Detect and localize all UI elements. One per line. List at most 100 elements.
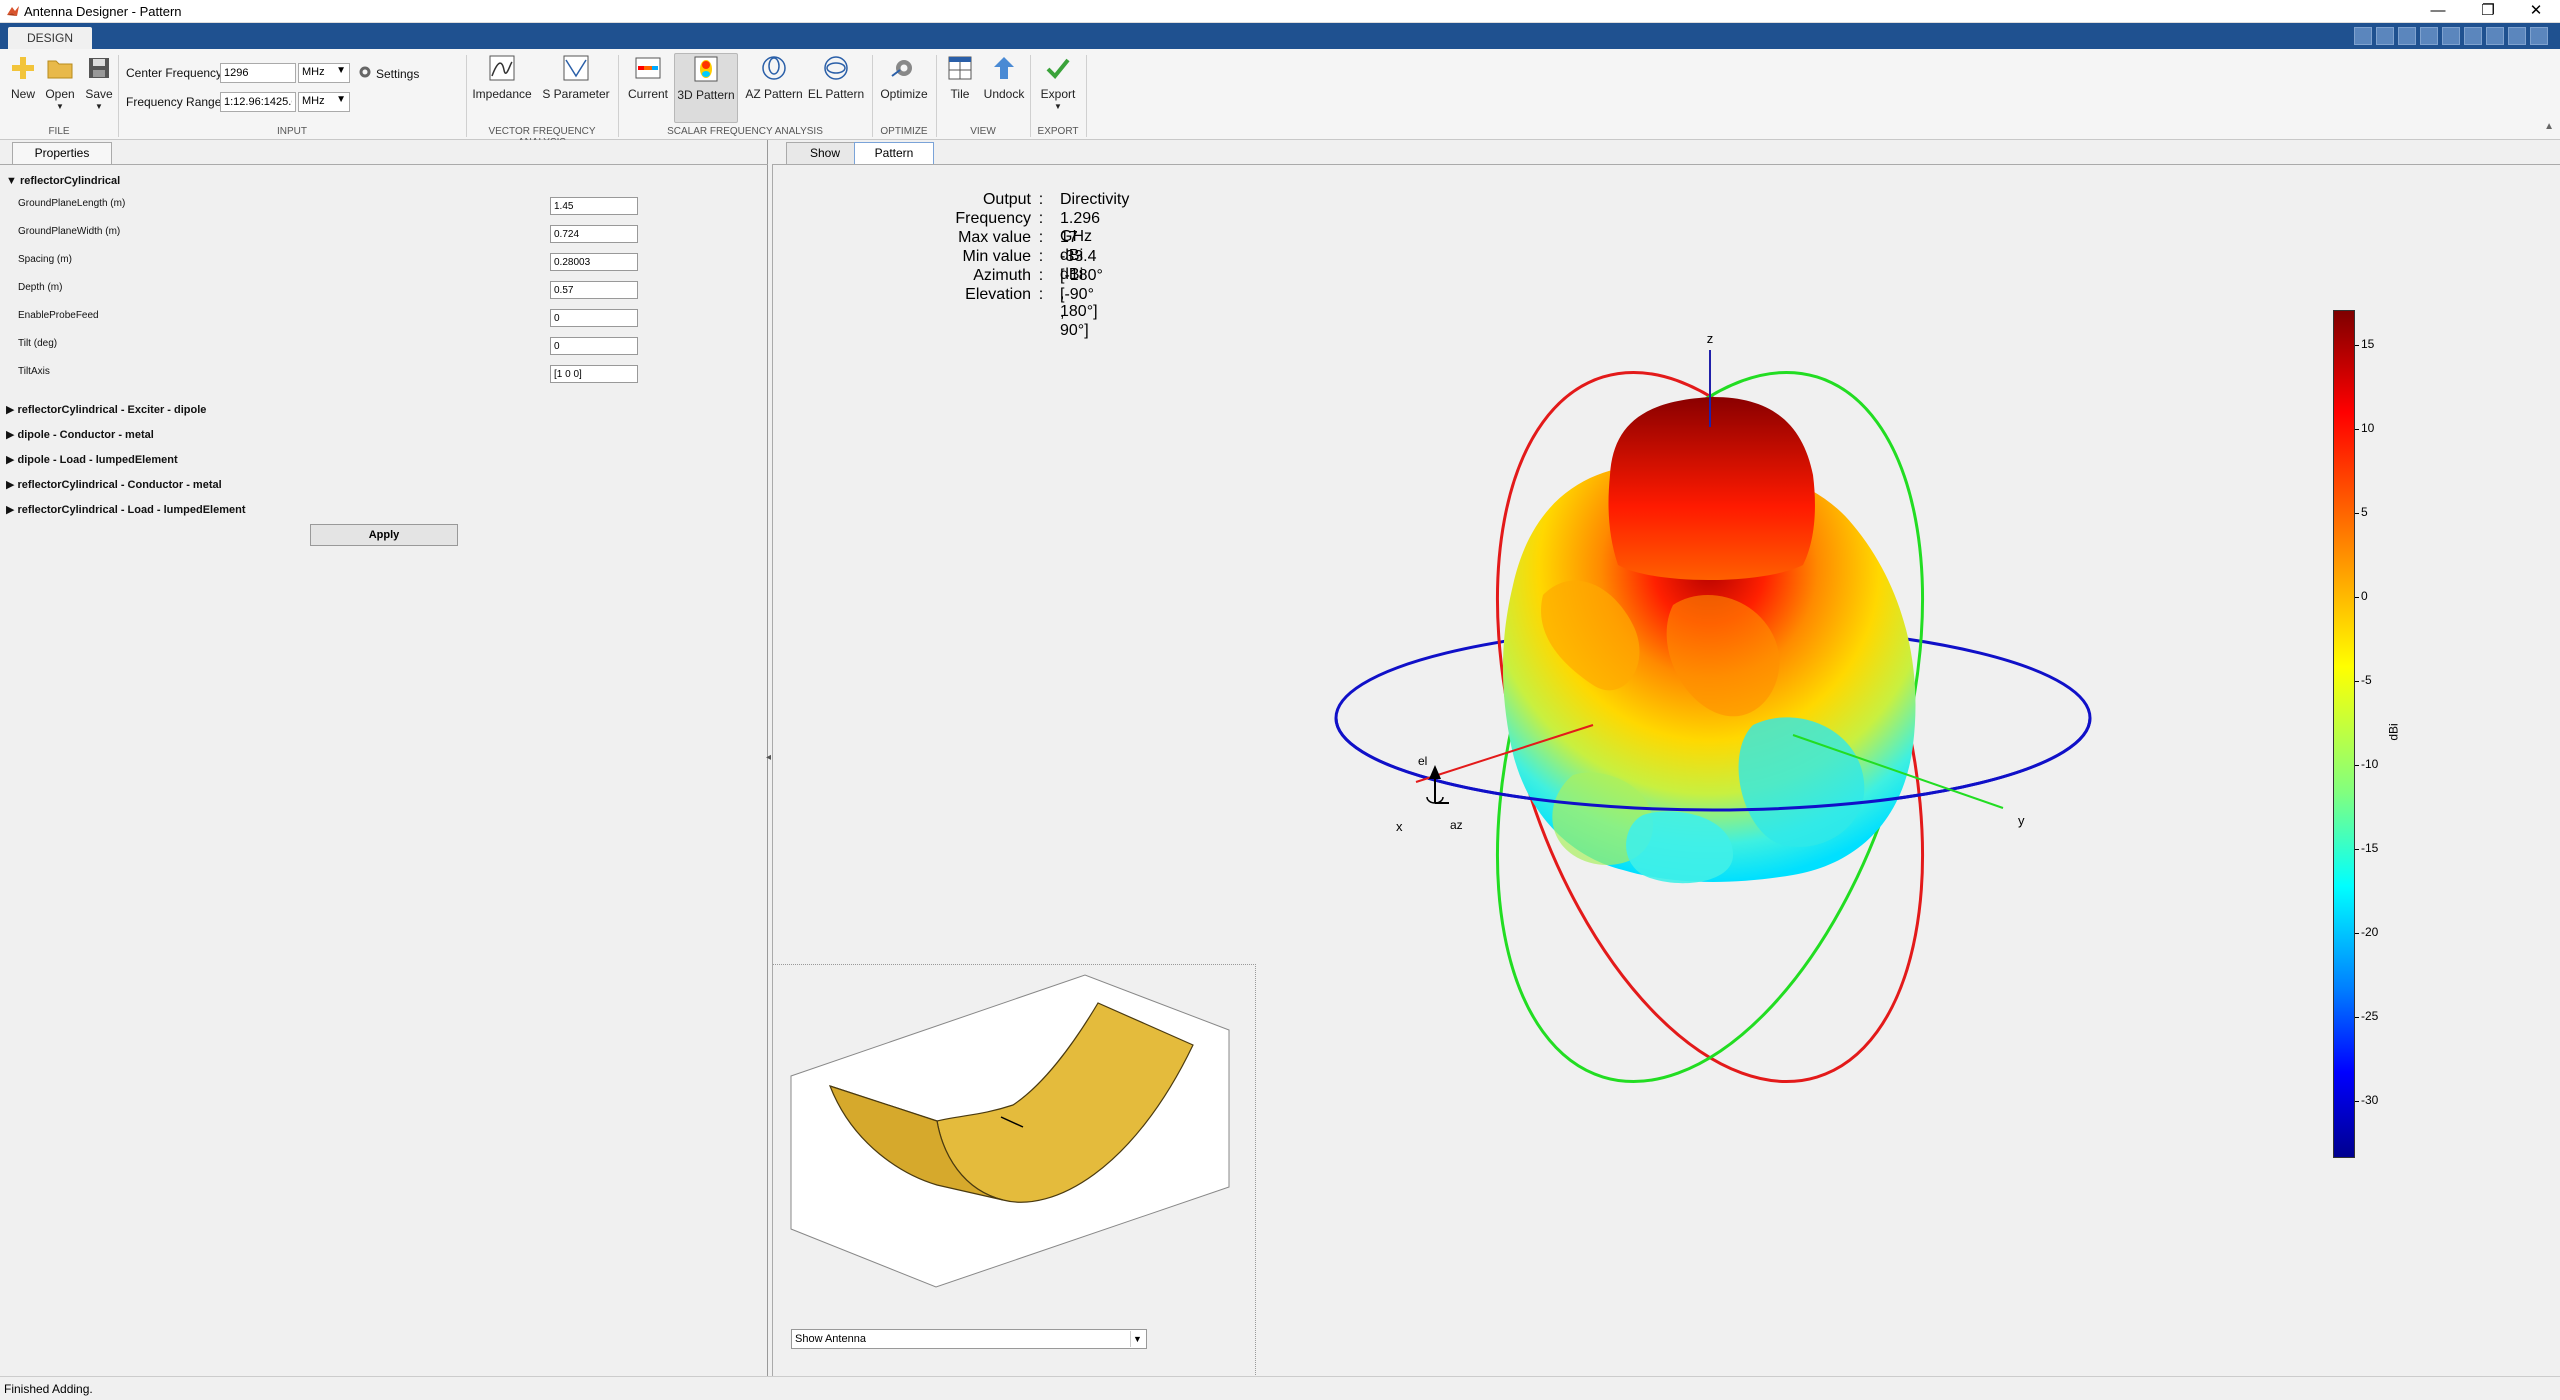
- prop-label-tilt: Tilt (deg): [18, 338, 58, 349]
- main-beam-lobe: [1608, 397, 1815, 580]
- open-dropdown-icon[interactable]: ▼: [56, 102, 64, 111]
- depth-input[interactable]: [550, 281, 638, 299]
- el-arrow-head: [1429, 765, 1441, 779]
- colorbar-tick-mark: [2355, 429, 2359, 430]
- antenna-geometry-view[interactable]: [773, 965, 1256, 1315]
- s-parameter-plot-icon: [563, 55, 589, 81]
- quick-cut-icon[interactable]: [2376, 27, 2394, 45]
- gear-icon[interactable]: [358, 65, 372, 79]
- optimize-button[interactable]: Optimize: [876, 53, 932, 101]
- show-antenna-select[interactable]: Show Antenna ▼: [791, 1329, 1147, 1349]
- close-button[interactable]: ✕: [2529, 2, 2543, 19]
- collapsed-triangle-icon: ▶: [6, 404, 18, 416]
- quick-save-icon[interactable]: [2354, 27, 2372, 45]
- tilt-input[interactable]: [550, 337, 638, 355]
- export-dropdown-icon[interactable]: ▼: [1054, 102, 1062, 111]
- export-button-label: Export: [1040, 87, 1076, 101]
- colorbar-tick-label: -10: [2361, 757, 2379, 771]
- tab-show[interactable]: Show: [786, 142, 864, 164]
- frequency-range-unit-select[interactable]: MHz ▼: [298, 92, 350, 112]
- properties-list: ▼ reflectorCylindrical GroundPlaneLength…: [0, 164, 768, 1376]
- az-pattern-icon: [762, 56, 786, 80]
- section-reflector-conductor[interactable]: ▶ reflectorCylindrical - Conductor - met…: [6, 478, 222, 491]
- folder-icon: [47, 60, 73, 79]
- el-pattern-button[interactable]: EL Pattern: [806, 53, 866, 101]
- 3d-pattern-plot[interactable]: z x y el az: [773, 165, 2273, 1165]
- section-reflector-load[interactable]: ▶ reflectorCylindrical - Load - lumpedEl…: [6, 503, 246, 516]
- tile-button[interactable]: Tile: [942, 53, 978, 101]
- spacing-input[interactable]: [550, 253, 638, 271]
- az-pattern-button[interactable]: AZ Pattern: [742, 53, 806, 101]
- section-dipole-conductor[interactable]: ▶ dipole - Conductor - metal: [6, 428, 154, 441]
- y-axis-line: [1792, 734, 2004, 809]
- info-separator: :: [1038, 191, 1044, 208]
- info-value: 1.296 GHz: [1060, 210, 1101, 245]
- undock-arrow-icon: [994, 57, 1014, 79]
- tab-pattern[interactable]: Pattern: [854, 142, 934, 164]
- section-dipole-load[interactable]: ▶ dipole - Load - lumpedElement: [6, 453, 178, 466]
- section-reflector-cylindrical[interactable]: ▼ reflectorCylindrical: [6, 175, 120, 187]
- tab-properties[interactable]: Properties: [12, 142, 112, 164]
- colorbar-tick-label: 15: [2361, 337, 2375, 351]
- current-plot-icon: [635, 57, 661, 79]
- splitter-handle-icon[interactable]: ◂: [765, 752, 771, 763]
- checkmark-icon: [1046, 58, 1070, 79]
- status-text: Finished Adding.: [4, 1382, 93, 1396]
- quick-access-toolbar: [2354, 27, 2548, 45]
- quick-redo-icon[interactable]: [2464, 27, 2482, 45]
- s-parameter-button[interactable]: S Parameter: [540, 53, 612, 101]
- collapsed-triangle-icon: ▶: [6, 429, 18, 441]
- open-button-label: Open: [45, 87, 75, 101]
- colorbar-tick-mark: [2355, 513, 2359, 514]
- expanded-triangle-icon: ▼: [6, 175, 20, 187]
- settings-label[interactable]: Settings: [376, 67, 420, 81]
- chevron-down-icon: ▼: [336, 94, 346, 105]
- quick-help-icon[interactable]: [2508, 27, 2526, 45]
- new-plus-icon: [12, 57, 34, 79]
- save-dropdown-icon[interactable]: ▼: [95, 102, 103, 111]
- ribbon-tab-strip: DESIGN: [0, 23, 2560, 49]
- ground-plane-length-input[interactable]: [550, 197, 638, 215]
- chevron-down-icon: ▼: [1130, 1331, 1144, 1347]
- center-frequency-label: Center Frequency: [126, 66, 223, 80]
- restore-button[interactable]: ❐: [2481, 2, 2495, 19]
- center-frequency-input[interactable]: [220, 63, 296, 83]
- impedance-button[interactable]: Impedance: [470, 53, 534, 101]
- el-label: el: [1418, 754, 1427, 768]
- x-axis-label: x: [1396, 819, 1403, 834]
- quick-undo-icon[interactable]: [2442, 27, 2460, 45]
- undock-button[interactable]: Undock: [982, 53, 1026, 101]
- colorbar-tick-label: -25: [2361, 1009, 2379, 1023]
- ribbon: New Open ▼ Save ▼ FILE Center Frequency …: [0, 49, 2560, 148]
- current-button[interactable]: Current: [624, 53, 672, 101]
- range-unit-value: MHz: [302, 95, 325, 107]
- colorbar-tick-label: 10: [2361, 421, 2375, 435]
- collapse-ribbon-icon[interactable]: ▲: [2544, 121, 2554, 132]
- open-button[interactable]: Open ▼: [44, 53, 76, 111]
- quick-expand-icon[interactable]: [2530, 27, 2548, 45]
- section-title: reflectorCylindrical: [19, 175, 121, 187]
- quick-layout-icon[interactable]: [2486, 27, 2504, 45]
- enable-probe-feed-input[interactable]: [550, 309, 638, 327]
- frequency-range-input[interactable]: [220, 92, 296, 112]
- export-button[interactable]: Export ▼: [1036, 53, 1080, 111]
- ground-plane-width-input[interactable]: [550, 225, 638, 243]
- colorbar-tick-label: -5: [2361, 673, 2372, 687]
- center-frequency-unit-select[interactable]: MHz ▼: [298, 63, 350, 83]
- colorbar-unit-label: dBi: [2386, 723, 2401, 741]
- tilt-axis-input[interactable]: [550, 365, 638, 383]
- apply-button[interactable]: Apply: [310, 524, 458, 546]
- minimize-button[interactable]: —: [2430, 2, 2446, 19]
- section-exciter-dipole[interactable]: ▶ reflectorCylindrical - Exciter - dipol…: [6, 403, 206, 416]
- quick-copy-icon[interactable]: [2398, 27, 2416, 45]
- quick-paste-icon[interactable]: [2420, 27, 2438, 45]
- ribbon-divider: [618, 55, 619, 137]
- colorbar-tick-mark: [2355, 1101, 2359, 1102]
- new-button[interactable]: New: [8, 53, 38, 101]
- save-button[interactable]: Save ▼: [84, 53, 114, 111]
- center-unit-value: MHz: [302, 66, 325, 78]
- tab-design[interactable]: DESIGN: [8, 27, 92, 49]
- 3d-pattern-button[interactable]: 3D Pattern: [674, 53, 738, 123]
- info-key: Azimuth: [973, 267, 1031, 284]
- prop-label-enable-probe-feed: EnableProbeFeed: [18, 310, 99, 321]
